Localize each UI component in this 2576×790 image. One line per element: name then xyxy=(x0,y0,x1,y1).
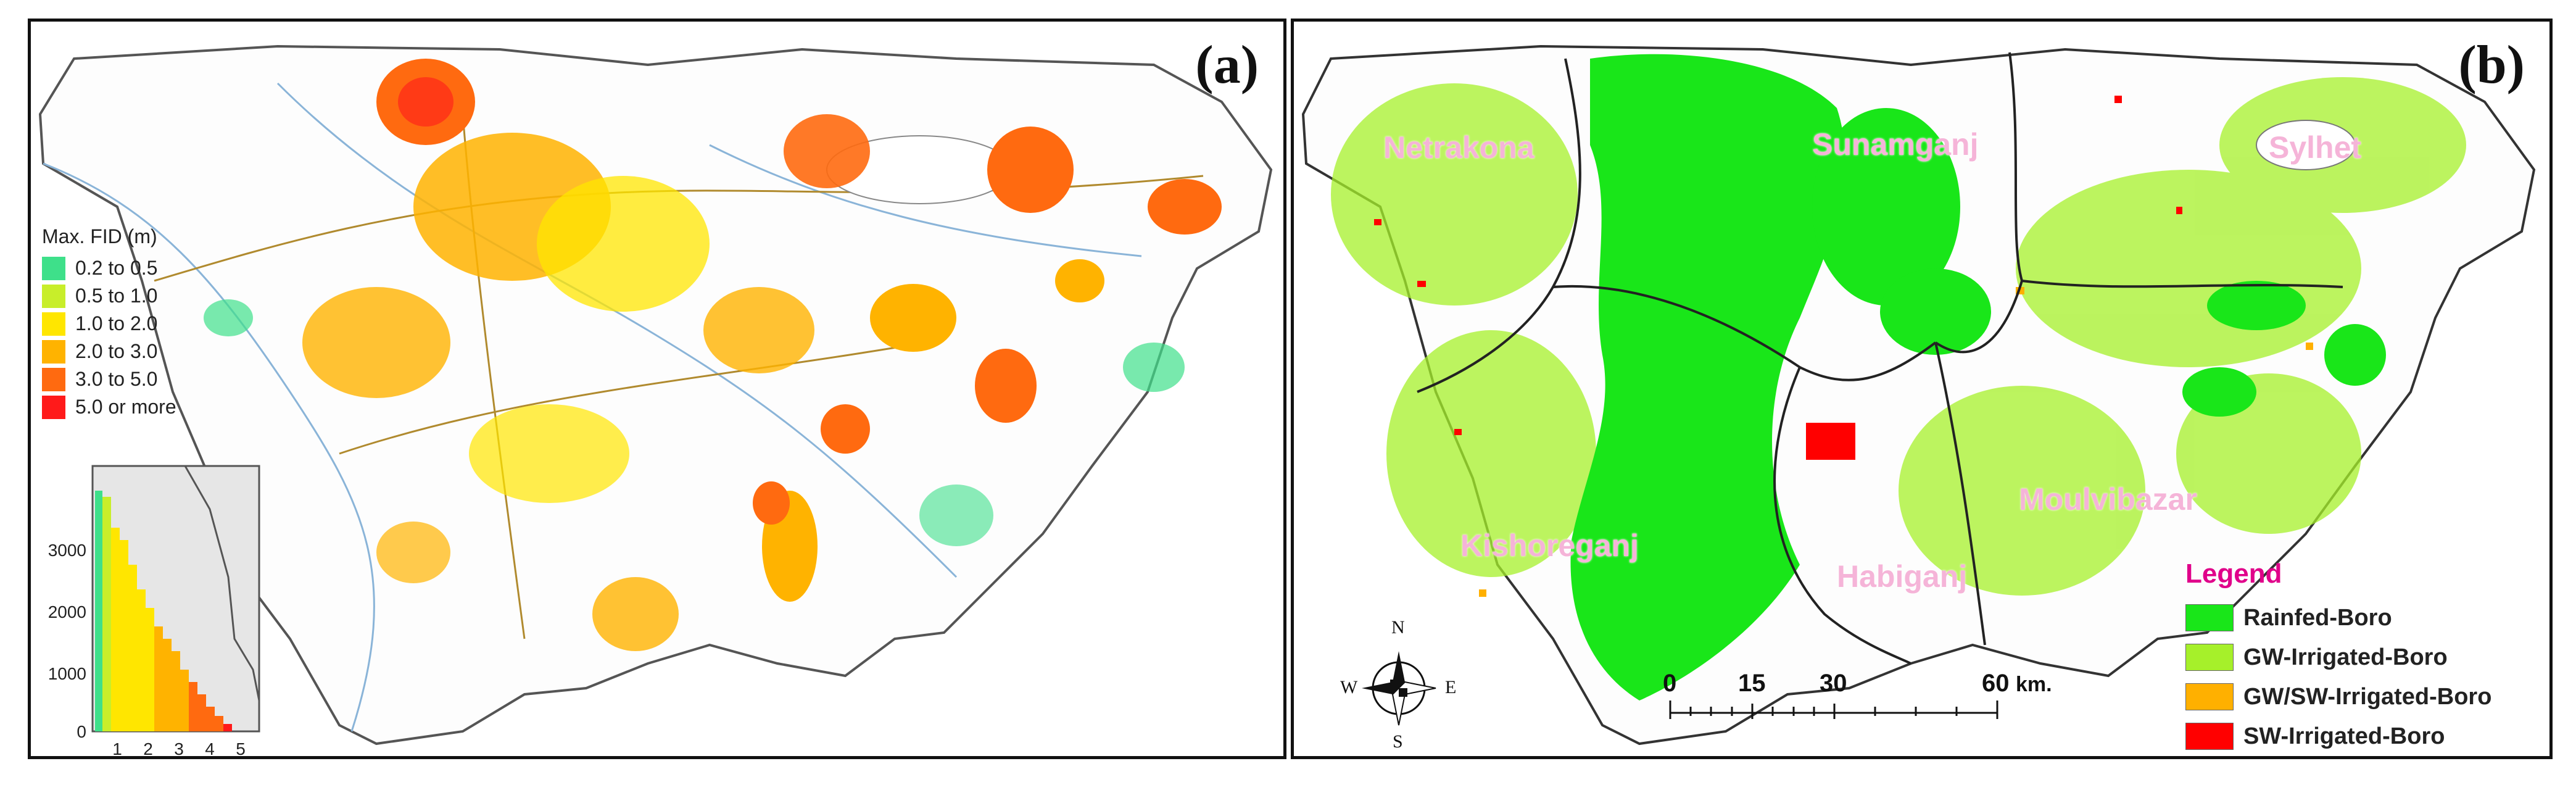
region-outline xyxy=(38,44,1273,746)
fid-legend-item: 0.2 to 0.5 xyxy=(42,254,176,282)
hist-y-tick: 0 xyxy=(77,722,86,741)
fid-swatch xyxy=(42,395,65,419)
boro-swatch xyxy=(2185,604,2234,631)
district-label: Sylhet xyxy=(2269,130,2362,165)
boro-legend-item: SW-Irrigated-Boro xyxy=(2185,717,2491,756)
boro-legend-label: GW/SW-Irrigated-Boro xyxy=(2243,683,2492,710)
boro-swatch xyxy=(2185,723,2234,750)
sw-irrigated-patches xyxy=(1374,96,2182,460)
fid-swatch xyxy=(42,312,65,336)
scale-tick: 0 xyxy=(1663,670,1677,697)
fid-legend-item: 0.5 to 1.0 xyxy=(42,282,176,310)
rainfed-patches xyxy=(1570,54,2386,701)
boro-legend-item: Rainfed-Boro xyxy=(2185,598,2491,638)
river xyxy=(709,144,1142,257)
compass-north-label: N xyxy=(1391,617,1405,638)
fid-map xyxy=(38,44,1273,746)
panel-b: Netrakona Sunamganj Sylhet Kishoreganj H… xyxy=(1291,19,2553,759)
fid-swatch xyxy=(42,367,65,391)
river xyxy=(43,162,375,732)
fid-legend-label: 0.2 to 0.5 xyxy=(75,257,158,279)
road xyxy=(339,341,926,455)
boro-swatch xyxy=(2185,683,2234,710)
district-label: Sunamganj xyxy=(1812,127,1979,162)
fid-swatch xyxy=(42,284,65,308)
boro-map xyxy=(1301,44,2536,746)
district-boundaries xyxy=(1417,52,2343,665)
boro-legend-label: SW-Irrigated-Boro xyxy=(2243,723,2445,749)
boro-swatch xyxy=(2185,644,2234,671)
district-label: Netrakona xyxy=(1383,130,1534,165)
fid-swatch xyxy=(42,256,65,280)
compass-south-label: S xyxy=(1393,731,1403,752)
boro-legend: Legend Rainfed-Boro GW-Irrigated-Boro GW… xyxy=(2185,559,2491,756)
fid-legend-item: 2.0 to 3.0 xyxy=(42,338,176,365)
fid-swatch xyxy=(42,339,65,364)
scale-tick: 15 xyxy=(1738,670,1766,697)
scale-bar xyxy=(1669,701,1998,719)
fid-patches xyxy=(204,59,1222,651)
compass-rose-icon xyxy=(1362,651,1436,726)
fid-legend-title: Max. FID (m) xyxy=(42,225,157,247)
district-label: Moulvibazar xyxy=(2019,482,2197,517)
hist-x-tick: 1 xyxy=(112,739,122,759)
panel-b-label: (b) xyxy=(2458,35,2525,95)
hist-x-tick: 2 xyxy=(143,739,153,759)
district-label: Habiganj xyxy=(1837,559,1968,594)
compass-east-label: E xyxy=(1445,677,1457,697)
fid-legend-label: 1.0 to 2.0 xyxy=(75,312,158,335)
fid-legend-label: 5.0 or more xyxy=(75,396,176,418)
fid-legend-label: 2.0 to 3.0 xyxy=(75,340,158,362)
boro-legend-item: GW-Irrigated-Boro xyxy=(2185,638,2491,677)
district-label: Kishoreganj xyxy=(1460,528,1639,563)
compass-west-label: W xyxy=(1340,677,1358,697)
hist-y-tick: 3000 xyxy=(48,541,86,560)
scale-unit: km. xyxy=(2016,673,2052,696)
boro-legend-title: Legend xyxy=(2185,559,2282,589)
hist-y-tick: 2000 xyxy=(48,602,86,622)
boro-legend-label: GW-Irrigated-Boro xyxy=(2243,644,2448,670)
hist-x-tick: 5 xyxy=(236,739,246,759)
river xyxy=(276,82,958,578)
fid-legend-label: 3.0 to 5.0 xyxy=(75,368,158,390)
fid-legend-item: 5.0 or more xyxy=(42,393,176,421)
boro-legend-item: GW/SW-Irrigated-Boro xyxy=(2185,677,2491,717)
fid-legend-label: 0.5 to 1.0 xyxy=(75,285,158,307)
haor-lake xyxy=(2256,120,2356,170)
fid-legend: Max. FID (m) 0.2 to 0.5 0.5 to 1.0 1.0 t… xyxy=(42,225,176,421)
hist-x-tick: 3 xyxy=(174,739,184,759)
hist-x-tick: 4 xyxy=(205,739,215,759)
fid-legend-item: 3.0 to 5.0 xyxy=(42,365,176,393)
boro-legend-label: Rainfed-Boro xyxy=(2243,604,2392,631)
panel-a-label: (a) xyxy=(1195,35,1259,95)
inset-histogram: 0 1000 2000 3000 1 2 3 4 5 xyxy=(48,465,260,759)
panel-a: Max. FID (m) 0.2 to 0.5 0.5 to 1.0 1.0 t… xyxy=(28,19,1286,759)
fid-legend-item: 1.0 to 2.0 xyxy=(42,310,176,338)
scale-tick: 30 xyxy=(1820,670,1847,697)
hist-y-tick: 1000 xyxy=(48,664,86,683)
scale-tick: 60 xyxy=(1982,670,2010,697)
